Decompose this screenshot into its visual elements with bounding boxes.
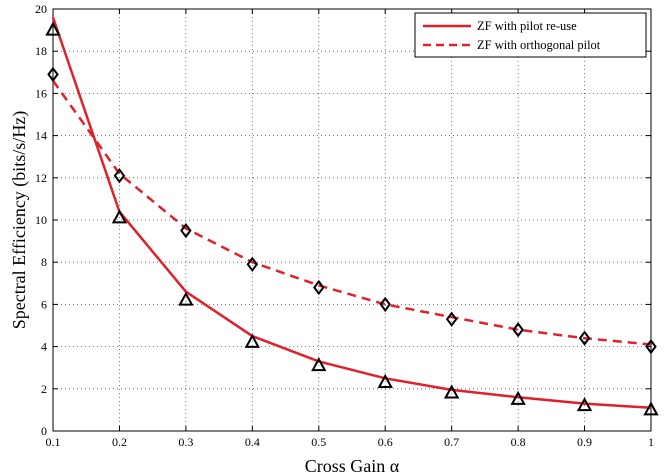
- x-tick-label: 0.8: [511, 435, 526, 449]
- diamond-marker: [578, 330, 591, 346]
- x-tick-label: 0.2: [112, 435, 127, 449]
- diamond-marker: [379, 296, 391, 313]
- triangle-marker: [643, 401, 659, 416]
- triangle-marker: [510, 390, 526, 405]
- triangle-marker: [244, 333, 261, 348]
- diamond-marker: [445, 311, 458, 327]
- legend-label-1: ZF with pilot re-use: [477, 19, 577, 33]
- legend-label-2: ZF with orthogonal pilot: [477, 38, 601, 52]
- triangle-marker: [443, 384, 460, 399]
- diamond-marker: [47, 66, 59, 83]
- y-axis-title: Spectral Efficiency (bits/s/Hz): [9, 111, 30, 330]
- diamond-marker: [180, 222, 192, 239]
- legend-box: [414, 12, 647, 58]
- y-tick-label: 16: [35, 86, 47, 100]
- triangle-marker: [311, 357, 327, 372]
- y-tick-label: 20: [35, 2, 47, 16]
- x-tick-label: 0.7: [444, 435, 459, 449]
- diamond-marker: [512, 322, 524, 338]
- y-tick-label: 8: [41, 255, 47, 269]
- y-tick-label: 18: [35, 44, 47, 58]
- diamond-marker: [246, 256, 259, 272]
- x-tick-label: 0.3: [178, 435, 193, 449]
- y-tick-label: 0: [41, 424, 47, 438]
- x-tick-label: 0.1: [46, 435, 61, 449]
- series-line-1: [51, 16, 652, 410]
- grid: [53, 9, 651, 431]
- x-tick-label: 0.9: [577, 435, 592, 449]
- x-axis-title: Cross Gain α: [305, 456, 400, 475]
- diamond-marker: [313, 279, 325, 296]
- y-tick-label: 4: [41, 340, 47, 354]
- x-tick-label: 0.4: [245, 435, 260, 449]
- diamond-marker: [645, 338, 657, 355]
- triangle-marker: [178, 291, 194, 306]
- x-tick-label: 1: [648, 435, 654, 449]
- y-tick-label: 2: [41, 382, 47, 396]
- y-tick-label: 14: [35, 129, 47, 143]
- x-tick-label: 0.6: [378, 435, 393, 449]
- triangle-marker: [377, 373, 393, 388]
- axis-ticks: 0.1 0.2 0.3 0.4 0.5 0.6 0.7 0.8 0.9 1024681012141…: [35, 2, 654, 449]
- y-tick-label: 12: [35, 171, 47, 185]
- triangle-marker: [45, 21, 61, 36]
- x-tick-label: 0.5: [311, 435, 326, 449]
- series-line-2: [51, 79, 652, 346]
- triangle-marker: [576, 397, 593, 412]
- y-tick-label: 6: [41, 297, 47, 311]
- legend: ZF with pilot re-use ZF with orthogonal p…: [414, 12, 647, 58]
- y-tick-label: 10: [35, 213, 47, 227]
- series-markers: [45, 21, 659, 416]
- series-lines: [51, 16, 652, 410]
- diamond-marker: [113, 168, 126, 184]
- triangle-marker: [111, 209, 128, 224]
